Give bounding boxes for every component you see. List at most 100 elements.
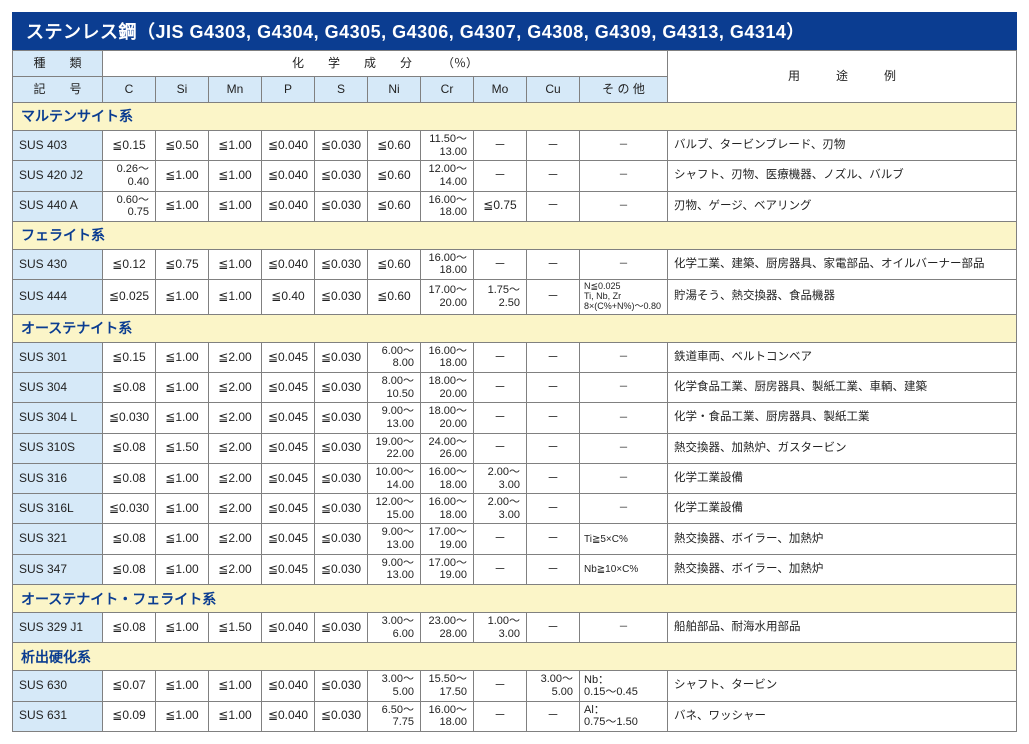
cell-ni: ≦0.60 [368,249,421,279]
cell-cr: 23.00～ 28.00 [421,613,474,643]
header-col-s: S [315,77,368,103]
cell-cu: － [527,161,580,191]
cell-mo: － [474,403,527,433]
cell-c: ≦0.08 [103,433,156,463]
group-label: 析出硬化系 [13,643,1017,671]
cell-mo: 1.75～ 2.50 [474,280,527,315]
cell-s: ≦0.030 [315,342,368,372]
cell-p: ≦0.045 [262,342,315,372]
header-col-cr: Cr [421,77,474,103]
cell-cu: － [527,342,580,372]
cell-ni: 19.00～ 22.00 [368,433,421,463]
cell-cu: － [527,131,580,161]
cell-mo: － [474,671,527,701]
cell-use: 船舶部品、耐海水用部品 [668,613,1017,643]
table-row: SUS 403≦0.15≦0.50≦1.00≦0.040≦0.030≦0.601… [13,131,1017,161]
cell-c: ≦0.08 [103,524,156,554]
cell-grade: SUS 304 L [13,403,103,433]
cell-other: Nb≧10×C% [580,554,668,584]
cell-use: 鉄道車両、ベルトコンベア [668,342,1017,372]
cell-mn: ≦1.00 [209,191,262,221]
group-label: オーステナイト・フェライト系 [13,585,1017,613]
table-row: SUS 316L≦0.030≦1.00≦2.00≦0.045≦0.03012.0… [13,494,1017,524]
cell-si: ≦1.00 [156,342,209,372]
cell-cr: 15.50～ 17.50 [421,671,474,701]
cell-c: ≦0.08 [103,373,156,403]
cell-mn: ≦1.00 [209,131,262,161]
group-label: オーステナイト系 [13,314,1017,342]
header-col-si: Si [156,77,209,103]
cell-use: バルブ、タービンブレード、刃物 [668,131,1017,161]
cell-cr: 17.00～ 20.00 [421,280,474,315]
table-row: SUS 301≦0.15≦1.00≦2.00≦0.045≦0.0306.00～ … [13,342,1017,372]
cell-ni: 9.00～ 13.00 [368,554,421,584]
cell-c: ≦0.15 [103,342,156,372]
cell-c: ≦0.030 [103,494,156,524]
cell-grade: SUS 310S [13,433,103,463]
table-row: SUS 316≦0.08≦1.00≦2.00≦0.045≦0.03010.00～… [13,463,1017,493]
group-label: フェライト系 [13,221,1017,249]
cell-mo: － [474,433,527,463]
cell-cu: － [527,494,580,524]
cell-s: ≦0.030 [315,131,368,161]
cell-si: ≦1.00 [156,161,209,191]
cell-ni: ≦0.60 [368,191,421,221]
cell-mn: ≦1.00 [209,671,262,701]
cell-mn: ≦2.00 [209,403,262,433]
cell-si: ≦1.00 [156,554,209,584]
cell-other: Ti≧5×C% [580,524,668,554]
cell-ni: 3.00～ 5.00 [368,671,421,701]
table-row: SUS 304 L≦0.030≦1.00≦2.00≦0.045≦0.0309.0… [13,403,1017,433]
cell-cr: 16.00～ 18.00 [421,191,474,221]
table-row: SUS 630≦0.07≦1.00≦1.00≦0.040≦0.0303.00～ … [13,671,1017,701]
cell-other: － [580,131,668,161]
cell-cu: － [527,463,580,493]
cell-cu: 3.00～ 5.00 [527,671,580,701]
stainless-table: 種 類 化 学 成 分 （％） 用 途 例 記 号 C Si Mn P S Ni… [12,50,1017,732]
cell-ni: 8.00～ 10.50 [368,373,421,403]
cell-cr: 11.50～ 13.00 [421,131,474,161]
cell-mo: － [474,161,527,191]
cell-c: ≦0.08 [103,463,156,493]
cell-ni: 6.00～ 8.00 [368,342,421,372]
group-row: オーステナイト・フェライト系 [13,585,1017,613]
cell-mo: － [474,342,527,372]
cell-s: ≦0.030 [315,403,368,433]
header-col-mn: Mn [209,77,262,103]
cell-s: ≦0.030 [315,554,368,584]
cell-s: ≦0.030 [315,249,368,279]
cell-ni: ≦0.60 [368,280,421,315]
cell-si: ≦1.00 [156,280,209,315]
cell-si: ≦1.00 [156,373,209,403]
cell-p: ≦0.045 [262,433,315,463]
cell-si: ≦0.75 [156,249,209,279]
cell-mn: ≦2.00 [209,433,262,463]
cell-p: ≦0.040 [262,613,315,643]
cell-si: ≦1.00 [156,524,209,554]
cell-p: ≦0.045 [262,373,315,403]
group-label: マルテンサイト系 [13,103,1017,131]
table-row: SUS 440 A0.60～ 0.75≦1.00≦1.00≦0.040≦0.03… [13,191,1017,221]
cell-cr: 17.00～ 19.00 [421,554,474,584]
cell-si: ≦1.00 [156,613,209,643]
table-header: 種 類 化 学 成 分 （％） 用 途 例 記 号 C Si Mn P S Ni… [13,51,1017,103]
cell-p: ≦0.045 [262,524,315,554]
page-title: ステンレス鋼（JIS G4303, G4304, G4305, G4306, G… [12,12,1017,50]
cell-grade: SUS 301 [13,342,103,372]
cell-cr: 18.00～ 20.00 [421,373,474,403]
cell-s: ≦0.030 [315,494,368,524]
cell-c: ≦0.15 [103,131,156,161]
table-row: SUS 444≦0.025≦1.00≦1.00≦0.40≦0.030≦0.601… [13,280,1017,315]
cell-other: － [580,373,668,403]
group-row: 析出硬化系 [13,643,1017,671]
cell-c: ≦0.07 [103,671,156,701]
cell-grade: SUS 304 [13,373,103,403]
cell-ni: 10.00～ 14.00 [368,463,421,493]
cell-other: － [580,494,668,524]
cell-s: ≦0.030 [315,671,368,701]
cell-mn: ≦1.50 [209,613,262,643]
cell-s: ≦0.030 [315,433,368,463]
cell-ni: ≦0.60 [368,131,421,161]
cell-c: ≦0.025 [103,280,156,315]
cell-grade: SUS 316L [13,494,103,524]
